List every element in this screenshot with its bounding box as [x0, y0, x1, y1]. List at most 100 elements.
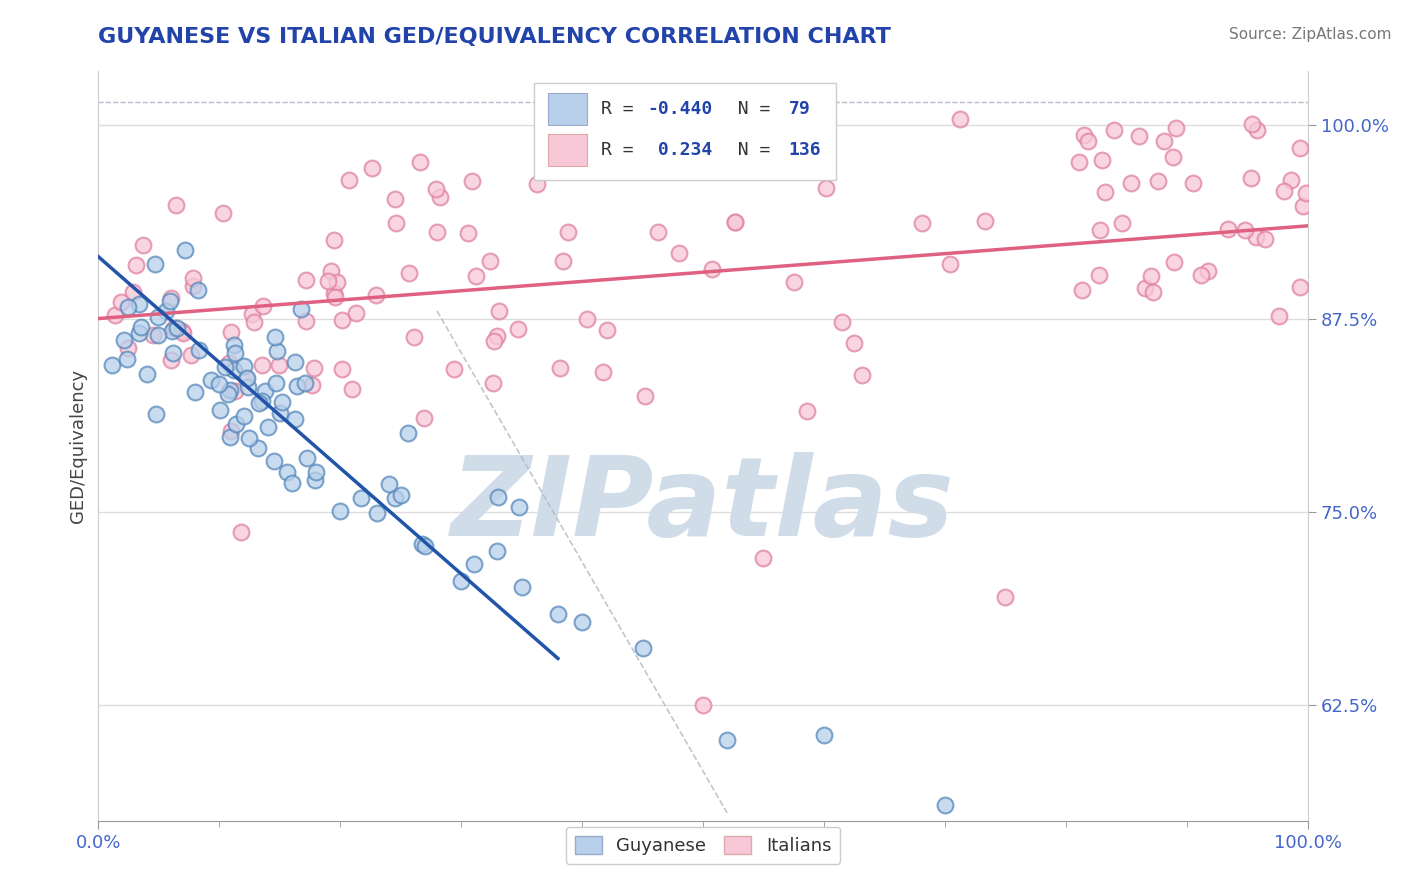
Point	[212, 206, 235, 220]
Point	[450, 574, 472, 588]
Point	[831, 315, 853, 329]
Point	[128, 297, 150, 311]
Point	[242, 315, 264, 329]
Point	[129, 319, 152, 334]
Point	[389, 488, 412, 502]
Point	[596, 323, 619, 337]
Point	[1153, 134, 1175, 148]
Point	[337, 172, 360, 186]
Point	[408, 154, 430, 169]
Point	[1128, 129, 1150, 144]
Point	[1189, 268, 1212, 283]
FancyBboxPatch shape	[548, 93, 586, 125]
Point	[117, 341, 139, 355]
Point	[1067, 154, 1090, 169]
Point	[360, 161, 382, 175]
Point	[253, 384, 276, 398]
Point	[200, 373, 222, 387]
FancyBboxPatch shape	[548, 135, 586, 166]
Point	[142, 327, 165, 342]
Point	[290, 301, 312, 316]
Point	[974, 213, 997, 227]
Point	[429, 190, 451, 204]
Point	[1233, 223, 1256, 237]
FancyBboxPatch shape	[534, 83, 837, 180]
Point	[344, 306, 367, 320]
Point	[482, 334, 505, 348]
Point	[485, 328, 508, 343]
Point	[224, 345, 246, 359]
Point	[1272, 184, 1295, 198]
Point	[949, 112, 972, 126]
Point	[1111, 216, 1133, 230]
Point	[184, 385, 207, 400]
Point	[508, 500, 530, 514]
Point	[1090, 153, 1112, 167]
Point	[425, 182, 447, 196]
Point	[224, 384, 246, 398]
Point	[266, 344, 288, 359]
Point	[461, 174, 484, 188]
Point	[1071, 283, 1094, 297]
Point	[117, 351, 139, 366]
Point	[378, 476, 401, 491]
Point	[384, 491, 406, 505]
Point	[1289, 141, 1312, 155]
Text: N =: N =	[716, 100, 782, 118]
Point	[723, 215, 745, 229]
Point	[384, 192, 406, 206]
Point	[1166, 120, 1188, 135]
Point	[1077, 134, 1099, 148]
Y-axis label: GED/Equivalency: GED/Equivalency	[69, 369, 87, 523]
Point	[136, 367, 159, 381]
Point	[122, 285, 145, 299]
Point	[276, 465, 298, 479]
Point	[550, 360, 572, 375]
Point	[240, 307, 263, 321]
Point	[263, 330, 285, 344]
Point	[1279, 172, 1302, 186]
Point	[668, 246, 690, 260]
Point	[724, 215, 747, 229]
Point	[934, 798, 956, 813]
Point	[305, 466, 328, 480]
Point	[224, 338, 246, 352]
Point	[295, 450, 318, 465]
Point	[218, 356, 240, 370]
Point	[1216, 221, 1239, 235]
Point	[219, 430, 242, 444]
Point	[911, 216, 934, 230]
Point	[271, 395, 294, 409]
Point	[1139, 268, 1161, 283]
Point	[187, 343, 209, 357]
Point	[221, 326, 243, 340]
Point	[252, 299, 274, 313]
Point	[218, 384, 240, 398]
Point	[110, 295, 132, 310]
Text: R =: R =	[602, 100, 645, 118]
Text: 0.234: 0.234	[647, 141, 713, 159]
Text: R =: R =	[602, 141, 645, 159]
Point	[128, 326, 150, 340]
Point	[252, 393, 274, 408]
Point	[411, 537, 433, 551]
Point	[1163, 255, 1185, 269]
Point	[145, 408, 167, 422]
Point	[481, 376, 503, 391]
Point	[557, 144, 579, 158]
Point	[488, 303, 510, 318]
Point	[304, 360, 326, 375]
Point	[285, 379, 308, 393]
Point	[181, 271, 204, 285]
Point	[100, 359, 122, 373]
Point	[1244, 229, 1267, 244]
Point	[700, 262, 723, 277]
Point	[187, 283, 209, 297]
Point	[426, 226, 449, 240]
Point	[1197, 264, 1219, 278]
Point	[1246, 123, 1268, 137]
Point	[124, 258, 146, 272]
Point	[160, 291, 183, 305]
Point	[263, 454, 285, 468]
Point	[319, 264, 342, 278]
